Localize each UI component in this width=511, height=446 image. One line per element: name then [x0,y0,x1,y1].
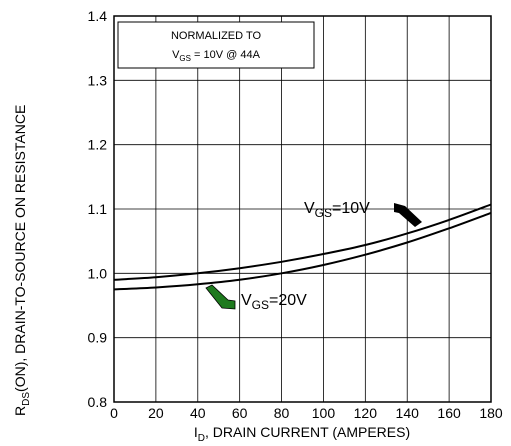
x-tick-label: 160 [437,405,461,421]
x-tick-label: 60 [232,405,248,421]
series-label-vgs10: VGS=10V [304,200,422,227]
x-tick-label: 180 [479,405,503,421]
x-axis-label: ID, DRAIN CURRENT (AMPERES) [194,424,410,444]
y-tick-label: 0.9 [88,330,108,346]
y-tick-label: 1.4 [88,8,108,24]
x-tick-label: 100 [312,405,336,421]
y-tick-label: 0.8 [88,394,108,410]
y-tick-label: 1.3 [88,72,108,88]
vgs10-arrow-marker [394,203,422,227]
x-tick-label: 40 [190,405,206,421]
x-tick-label: 20 [148,405,164,421]
svg-text:VGS=20V: VGS=20V [241,292,307,312]
x-tick-label: 80 [274,405,290,421]
svg-text:VGS=10V: VGS=10V [304,200,370,220]
series-line-0 [113,203,492,281]
y-axis-label: RDS(ON), DRAIN-TO-SOURCE ON RESISTANCE [12,105,32,416]
axis-ticks: 0 20 40 60 80 100 120 140 160 180 0.8 0.9 1.0 1.1 1.2 1… [88,8,503,421]
vgs20-arrow-marker [205,284,236,310]
plot-frame [113,15,492,403]
grid-lines [113,15,492,403]
x-tick-label: 120 [354,405,378,421]
annotation-box: NORMALIZED TO VGS = 10V @ 44A [117,21,315,69]
x-tick-label: 140 [396,405,420,421]
annotation-line1: NORMALIZED TO [171,30,261,42]
y-tick-label: 1.0 [88,265,108,281]
annotation-line2: VGS = 10V @ 44A [172,49,261,63]
y-tick-label: 1.1 [88,201,108,217]
series-line-1 [113,211,492,291]
x-tick-label: 0 [110,405,118,421]
series-label-vgs20: VGS=20V [205,284,307,312]
series-group [113,203,492,291]
y-tick-label: 1.2 [88,137,108,153]
